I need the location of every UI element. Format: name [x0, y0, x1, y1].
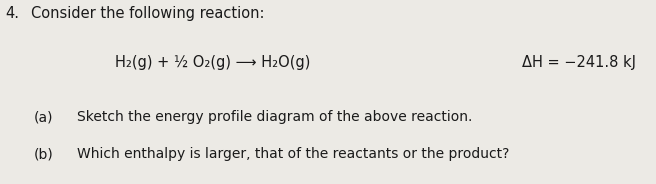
Text: 4.: 4.	[5, 6, 19, 21]
Text: H₂(g) + ½ O₂(g) ⟶ H₂O(g): H₂(g) + ½ O₂(g) ⟶ H₂O(g)	[115, 55, 310, 70]
Text: Which enthalpy is larger, that of the reactants or the product?: Which enthalpy is larger, that of the re…	[77, 147, 510, 161]
Text: Consider the following reaction:: Consider the following reaction:	[31, 6, 265, 21]
Text: (b): (b)	[34, 147, 54, 161]
Text: Sketch the energy profile diagram of the above reaction.: Sketch the energy profile diagram of the…	[77, 110, 473, 124]
Text: (a): (a)	[34, 110, 54, 124]
Text: ΔH = −241.8 kJ: ΔH = −241.8 kJ	[522, 55, 636, 70]
